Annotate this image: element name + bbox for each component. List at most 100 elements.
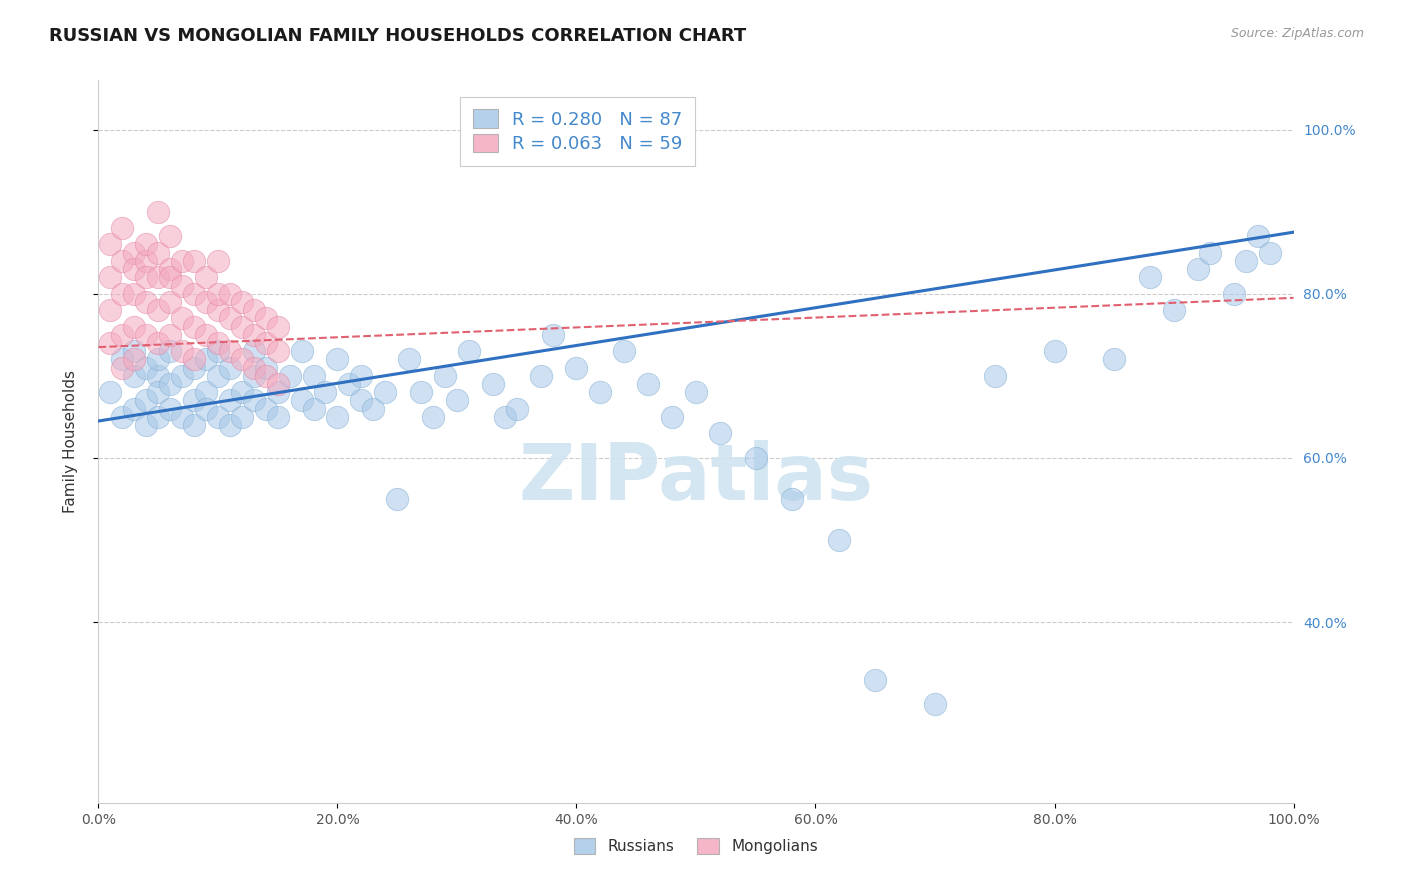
Point <box>231 385 253 400</box>
Point <box>172 311 194 326</box>
Point <box>172 344 194 359</box>
Point <box>148 245 170 260</box>
Point <box>195 352 218 367</box>
Point <box>135 253 157 268</box>
Point <box>111 360 134 375</box>
Point <box>148 303 170 318</box>
Point <box>148 409 170 424</box>
Point <box>207 344 229 359</box>
Point <box>267 319 290 334</box>
Point <box>231 319 253 334</box>
Point <box>350 393 373 408</box>
Point <box>98 385 122 400</box>
Point <box>148 352 170 367</box>
Point <box>135 418 157 433</box>
Point <box>254 336 277 351</box>
Point <box>1163 303 1185 318</box>
Point <box>111 409 134 424</box>
Point <box>254 311 277 326</box>
Point <box>243 327 266 342</box>
Point <box>111 221 134 235</box>
Point <box>984 368 1007 383</box>
Point <box>339 377 361 392</box>
Point <box>219 344 242 359</box>
Point <box>1258 245 1281 260</box>
Point <box>267 344 290 359</box>
Point <box>159 377 181 392</box>
Point <box>828 533 851 547</box>
Point <box>207 368 229 383</box>
Point <box>326 409 349 424</box>
Text: Source: ZipAtlas.com: Source: ZipAtlas.com <box>1230 27 1364 40</box>
Point <box>124 286 146 301</box>
Point <box>159 270 181 285</box>
Point <box>195 270 218 285</box>
Point <box>159 401 181 416</box>
Point <box>422 409 444 424</box>
Point <box>267 377 290 392</box>
Point <box>278 368 301 383</box>
Point <box>111 286 134 301</box>
Point <box>398 352 420 367</box>
Point <box>124 344 146 359</box>
Point <box>219 418 242 433</box>
Point <box>98 270 122 285</box>
Point <box>291 344 314 359</box>
Point <box>924 698 946 712</box>
Point <box>613 344 636 359</box>
Point <box>494 409 516 424</box>
Y-axis label: Family Households: Family Households <box>63 370 77 513</box>
Point <box>243 344 266 359</box>
Point <box>661 409 683 424</box>
Point <box>374 385 396 400</box>
Point <box>111 253 134 268</box>
Point <box>302 401 325 416</box>
Point <box>172 278 194 293</box>
Point <box>183 286 205 301</box>
Point <box>589 385 612 400</box>
Point <box>195 385 218 400</box>
Point <box>135 295 157 310</box>
Point <box>530 368 553 383</box>
Point <box>506 401 529 416</box>
Point <box>148 368 170 383</box>
Point <box>135 270 157 285</box>
Text: RUSSIAN VS MONGOLIAN FAMILY HOUSEHOLDS CORRELATION CHART: RUSSIAN VS MONGOLIAN FAMILY HOUSEHOLDS C… <box>49 27 747 45</box>
Point <box>135 360 157 375</box>
Point <box>541 327 564 342</box>
Point <box>446 393 468 408</box>
Point <box>98 303 122 318</box>
Point <box>363 401 385 416</box>
Point <box>207 253 229 268</box>
Point <box>243 368 266 383</box>
Point <box>1104 352 1126 367</box>
Point <box>385 491 409 506</box>
Point <box>745 450 768 465</box>
Point <box>1247 229 1270 244</box>
Point <box>1199 245 1222 260</box>
Point <box>124 262 146 277</box>
Point <box>1187 262 1209 277</box>
Point <box>98 336 122 351</box>
Point <box>148 204 170 219</box>
Point <box>135 393 157 408</box>
Point <box>183 352 205 367</box>
Point <box>124 319 146 334</box>
Point <box>254 360 277 375</box>
Point <box>780 491 803 506</box>
Point <box>291 393 314 408</box>
Point <box>207 286 229 301</box>
Point <box>207 303 229 318</box>
Point <box>124 352 146 367</box>
Point <box>172 409 194 424</box>
Point <box>1139 270 1161 285</box>
Point <box>135 237 157 252</box>
Point <box>183 360 205 375</box>
Point <box>243 303 266 318</box>
Point <box>111 327 134 342</box>
Legend: Russians, Mongolians: Russians, Mongolians <box>568 832 824 860</box>
Point <box>183 319 205 334</box>
Point <box>124 245 146 260</box>
Point <box>709 426 731 441</box>
Point <box>219 286 242 301</box>
